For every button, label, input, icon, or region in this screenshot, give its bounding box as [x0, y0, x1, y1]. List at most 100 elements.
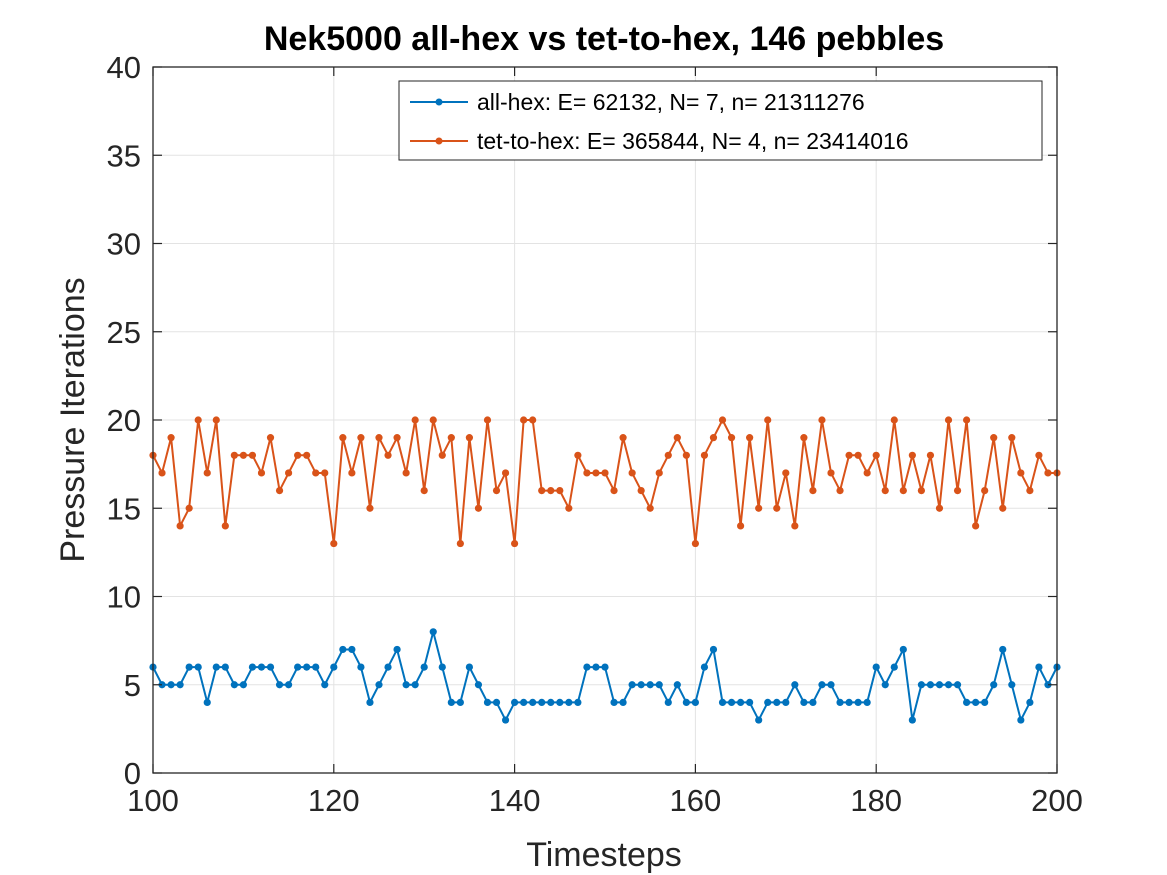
data-point-series-0	[375, 681, 383, 689]
y-tick-label: 40	[107, 50, 141, 85]
data-point-series-1	[800, 434, 808, 442]
data-point-series-1	[285, 469, 293, 477]
data-point-series-1	[248, 451, 257, 459]
data-point-series-0	[465, 663, 473, 671]
data-point-series-0	[303, 663, 311, 671]
data-point-series-1	[709, 434, 718, 442]
legend-label-all-hex: all-hex: E= 62132, N= 7, n= 21311276	[477, 89, 865, 115]
data-point-series-0	[890, 663, 898, 671]
y-tick-label: 0	[124, 756, 141, 791]
data-point-series-1	[999, 504, 1007, 512]
x-tick-label: 140	[489, 783, 541, 818]
data-point-series-0	[212, 663, 220, 671]
data-point-series-0	[574, 698, 582, 707]
data-point-series-1	[194, 416, 202, 424]
data-point-series-0	[863, 698, 871, 707]
data-point-series-0	[483, 698, 492, 707]
data-point-series-0	[1017, 716, 1025, 724]
data-point-series-1	[872, 451, 880, 459]
data-point-series-1	[746, 434, 754, 442]
data-point-series-1	[357, 434, 365, 442]
data-point-series-0	[755, 716, 763, 724]
data-point-series-0	[366, 698, 374, 707]
data-point-series-0	[700, 663, 709, 671]
data-point-series-1	[538, 487, 546, 495]
data-point-series-1	[673, 434, 681, 442]
data-point-series-1	[691, 539, 700, 548]
data-point-series-1	[782, 469, 790, 477]
data-point-series-0	[348, 645, 356, 654]
data-point-series-0	[1008, 681, 1016, 689]
data-point-series-1	[402, 469, 410, 477]
data-point-series-1	[646, 504, 654, 512]
data-point-series-1	[944, 416, 953, 424]
data-point-series-0	[158, 681, 166, 689]
data-point-series-0	[972, 698, 980, 707]
data-point-series-1	[655, 469, 663, 477]
data-point-series-0	[583, 663, 591, 671]
data-point-series-0	[637, 681, 645, 689]
chart-title: Nek5000 all-hex vs tet-to-hex, 146 pebbl…	[264, 20, 944, 58]
data-point-series-1	[908, 451, 916, 459]
data-point-series-1	[737, 522, 745, 530]
x-tick-label: 200	[1031, 783, 1083, 818]
data-point-series-0	[809, 698, 817, 707]
data-point-series-1	[520, 416, 528, 424]
data-point-series-1	[791, 522, 799, 530]
data-point-series-0	[248, 663, 257, 671]
data-point-series-1	[583, 469, 591, 477]
data-point-series-0	[239, 681, 247, 689]
data-point-series-1	[185, 504, 193, 512]
data-point-series-0	[664, 698, 672, 707]
data-point-series-0	[709, 645, 718, 654]
data-point-series-1	[321, 469, 329, 477]
data-point-series-0	[773, 698, 781, 707]
ticks: 100 120 140 160 180 200 0 5 10 15 20 25 30 35 40	[107, 50, 1083, 818]
data-point-series-1	[809, 487, 817, 495]
data-point-series-0	[167, 681, 175, 689]
data-point-series-1	[881, 487, 889, 495]
data-point-series-0	[836, 698, 844, 707]
data-point-series-1	[348, 469, 356, 477]
y-tick-label: 5	[124, 668, 141, 703]
data-point-series-1	[818, 416, 826, 424]
data-point-series-0	[782, 698, 790, 707]
data-point-series-0	[357, 663, 365, 671]
data-point-series-0	[230, 681, 238, 689]
data-point-series-0	[194, 663, 202, 671]
data-point-series-0	[510, 698, 519, 707]
data-point-series-0	[691, 698, 700, 707]
data-point-series-1	[619, 434, 627, 442]
x-tick-label: 160	[670, 783, 722, 818]
data-point-series-1	[836, 487, 844, 495]
data-point-series-0	[520, 698, 528, 707]
data-point-series-0	[592, 663, 600, 671]
data-point-series-1	[981, 487, 989, 495]
data-point-series-1	[556, 487, 564, 495]
data-point-series-0	[556, 698, 564, 707]
legend-marker-all-hex	[435, 98, 443, 106]
data-point-series-0	[1026, 698, 1034, 707]
data-point-series-1	[266, 434, 275, 442]
data-point-series-1	[257, 469, 266, 477]
data-point-series-0	[917, 681, 926, 689]
data-point-series-1	[972, 522, 980, 530]
data-point-series-1	[890, 416, 898, 424]
data-point-series-0	[176, 681, 184, 689]
data-point-series-0	[646, 681, 654, 689]
data-point-series-1	[1017, 469, 1025, 477]
x-tick-label: 100	[127, 783, 179, 818]
data-point-series-1	[601, 469, 609, 477]
y-tick-label: 25	[107, 315, 141, 350]
data-point-series-0	[628, 681, 636, 689]
data-point-series-1	[203, 469, 211, 477]
data-point-series-0	[185, 663, 193, 671]
data-point-series-0	[727, 698, 736, 707]
data-point-series-1	[474, 504, 483, 512]
data-point-series-0	[935, 681, 944, 689]
legend-marker-tet-to-hex	[435, 137, 443, 145]
data-point-series-1	[167, 434, 175, 442]
data-point-series-1	[990, 434, 998, 442]
data-point-series-1	[456, 539, 464, 548]
data-point-series-0	[791, 681, 799, 689]
